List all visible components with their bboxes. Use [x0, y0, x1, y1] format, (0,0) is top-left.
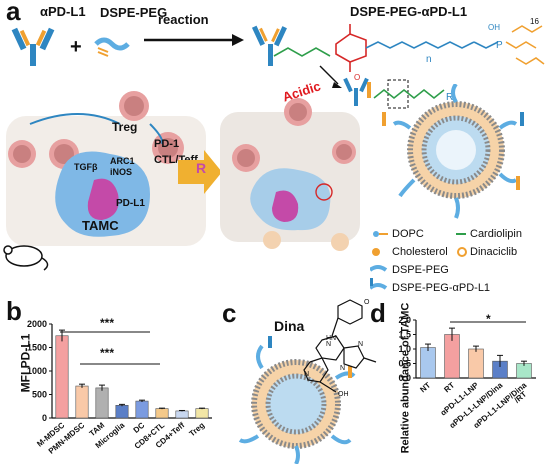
panel-c-label: c: [222, 298, 237, 328]
chem-o: O: [354, 73, 360, 82]
antibody-icon: [11, 27, 55, 66]
legend-dspe-peg-apdl1: DSPE-PEG-αPD-L1: [392, 282, 491, 294]
chem-n: n: [426, 54, 432, 65]
reaction-label: reaction: [158, 12, 209, 27]
dina-n2: N: [340, 365, 345, 372]
panel-a-label: a: [6, 0, 21, 26]
legend-dspe-peg: DSPE-PEG: [392, 264, 449, 276]
chart-b-ytick-label: 500: [32, 390, 47, 400]
chart-d-category-label: NT: [418, 381, 432, 395]
tumor-scene: [3, 91, 206, 271]
pd1-label: PD-1: [154, 138, 180, 150]
chem-oh: OH: [488, 23, 500, 32]
chart-b-ylabel: MFI PD-L1: [18, 333, 33, 393]
chart-b-ytick-label: 1000: [27, 366, 47, 376]
dina-n3: N: [358, 341, 363, 348]
chart-d-bar: [444, 334, 460, 379]
chart-b-bar: [135, 400, 149, 419]
chart-b-bar: [75, 385, 89, 419]
inos-label: iNOS: [110, 167, 133, 177]
product-label: DSPE-PEG-αPD-L1: [350, 4, 468, 19]
treatment-arrow: [178, 150, 222, 194]
dina-label: Dina: [274, 318, 305, 334]
dspe-peg-icon: [94, 37, 130, 57]
chem-r: R: [446, 92, 453, 103]
dina-n4: N: [304, 371, 309, 378]
treg-label: Treg: [112, 120, 138, 134]
reaction-arrow: [144, 34, 244, 46]
tamc-label: TAMC: [82, 218, 119, 233]
tgfb-label: TGFβ: [74, 162, 98, 172]
lipid-label: DSPE-PEG: [100, 5, 168, 20]
chart-d-ytick-label: 1.5: [398, 330, 411, 340]
dina-o: O: [364, 299, 370, 306]
chem-p: P: [496, 40, 503, 51]
chart-b-bar: [115, 405, 129, 419]
plus-sign: +: [70, 36, 82, 58]
chart-d-ytick-label: 0.0: [398, 373, 411, 383]
chart-b-sig1: ***: [100, 316, 115, 330]
legend-cholesterol: Cholesterol: [392, 246, 448, 258]
chart-b-bar: [175, 410, 189, 419]
antibody-label: αPD-L1: [40, 4, 86, 19]
chart-b-ytick-label: 1500: [27, 343, 47, 353]
chart-d-ytick-label: 0.5: [398, 359, 411, 369]
chart-b-bar: [55, 335, 69, 419]
chart-d-ytick-label: 2.0: [398, 315, 411, 325]
chart-d-bar: [420, 347, 436, 379]
rx-label: R: [196, 160, 207, 176]
chart-b-bar: [155, 408, 169, 419]
pdl1-label: PD-L1: [116, 198, 145, 209]
lnp-particle: [382, 84, 524, 219]
chart-d-ylabel: Relative abundance of TAMC: [399, 302, 412, 454]
chart-b-category-label: DC: [132, 420, 147, 434]
chart-d-category-label: RT: [442, 381, 456, 395]
chart-d-ytick-label: 1.0: [398, 344, 411, 354]
chart-b-bar: [95, 387, 109, 419]
treated-scene: [220, 98, 360, 251]
product-structure: n P OH 16 O R: [251, 18, 545, 109]
chart-b-ytick-label: 0: [42, 413, 47, 423]
chart-b-sig2: ***: [100, 346, 115, 360]
chart-b-ytick-label: 2000: [27, 319, 47, 329]
chem-16: 16: [530, 18, 539, 26]
chart-b-bar: [195, 408, 209, 419]
dina-hn: HN: [326, 335, 336, 342]
legend-dinaciclib: Dinaciclib: [470, 246, 518, 258]
panel-d-label: d: [370, 298, 386, 328]
arc1-label: ARC1: [110, 156, 135, 166]
chart-d-sig: *: [486, 312, 491, 326]
chart-d: 0.00.51.01.52.0NT RTαPD-L1-LNPαPD-L1-LNP/…: [398, 315, 536, 430]
panel-b-label: b: [6, 296, 22, 326]
chart-b-category-label: Treg: [188, 421, 207, 439]
dina-n1: N: [326, 341, 331, 348]
dina-oh: OH: [338, 391, 349, 398]
legend-dopc: DOPC: [392, 228, 424, 240]
lnp-legend: [370, 231, 467, 290]
dina-structure: O N N N N HN OH: [303, 299, 377, 398]
legend-cardiolipin: Cardiolipin: [470, 228, 522, 240]
chart-d-bar: [468, 348, 484, 379]
